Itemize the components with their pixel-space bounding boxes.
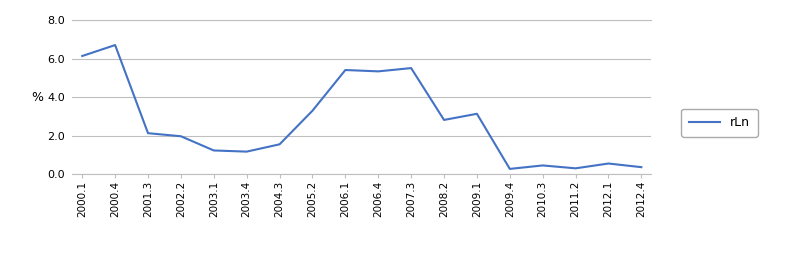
- rLn: [537, 164, 547, 167]
- rLn: [504, 167, 514, 170]
- rLn: [110, 44, 120, 47]
- rLn: [636, 166, 646, 169]
- rLn: [143, 132, 153, 135]
- rLn: [308, 109, 317, 112]
- rLn: [406, 67, 415, 70]
- rLn: [373, 70, 382, 73]
- rLn: [471, 112, 481, 115]
- rLn: [570, 167, 580, 170]
- Line: rLn: rLn: [82, 45, 641, 169]
- rLn: [209, 149, 218, 152]
- rLn: [340, 69, 350, 72]
- rLn: [176, 135, 185, 138]
- rLn: [77, 55, 87, 58]
- rLn: [242, 150, 251, 153]
- rLn: [603, 162, 613, 165]
- Legend: rLn: rLn: [681, 109, 756, 137]
- Text: %: %: [31, 91, 43, 104]
- rLn: [438, 118, 448, 122]
- rLn: [275, 143, 284, 146]
